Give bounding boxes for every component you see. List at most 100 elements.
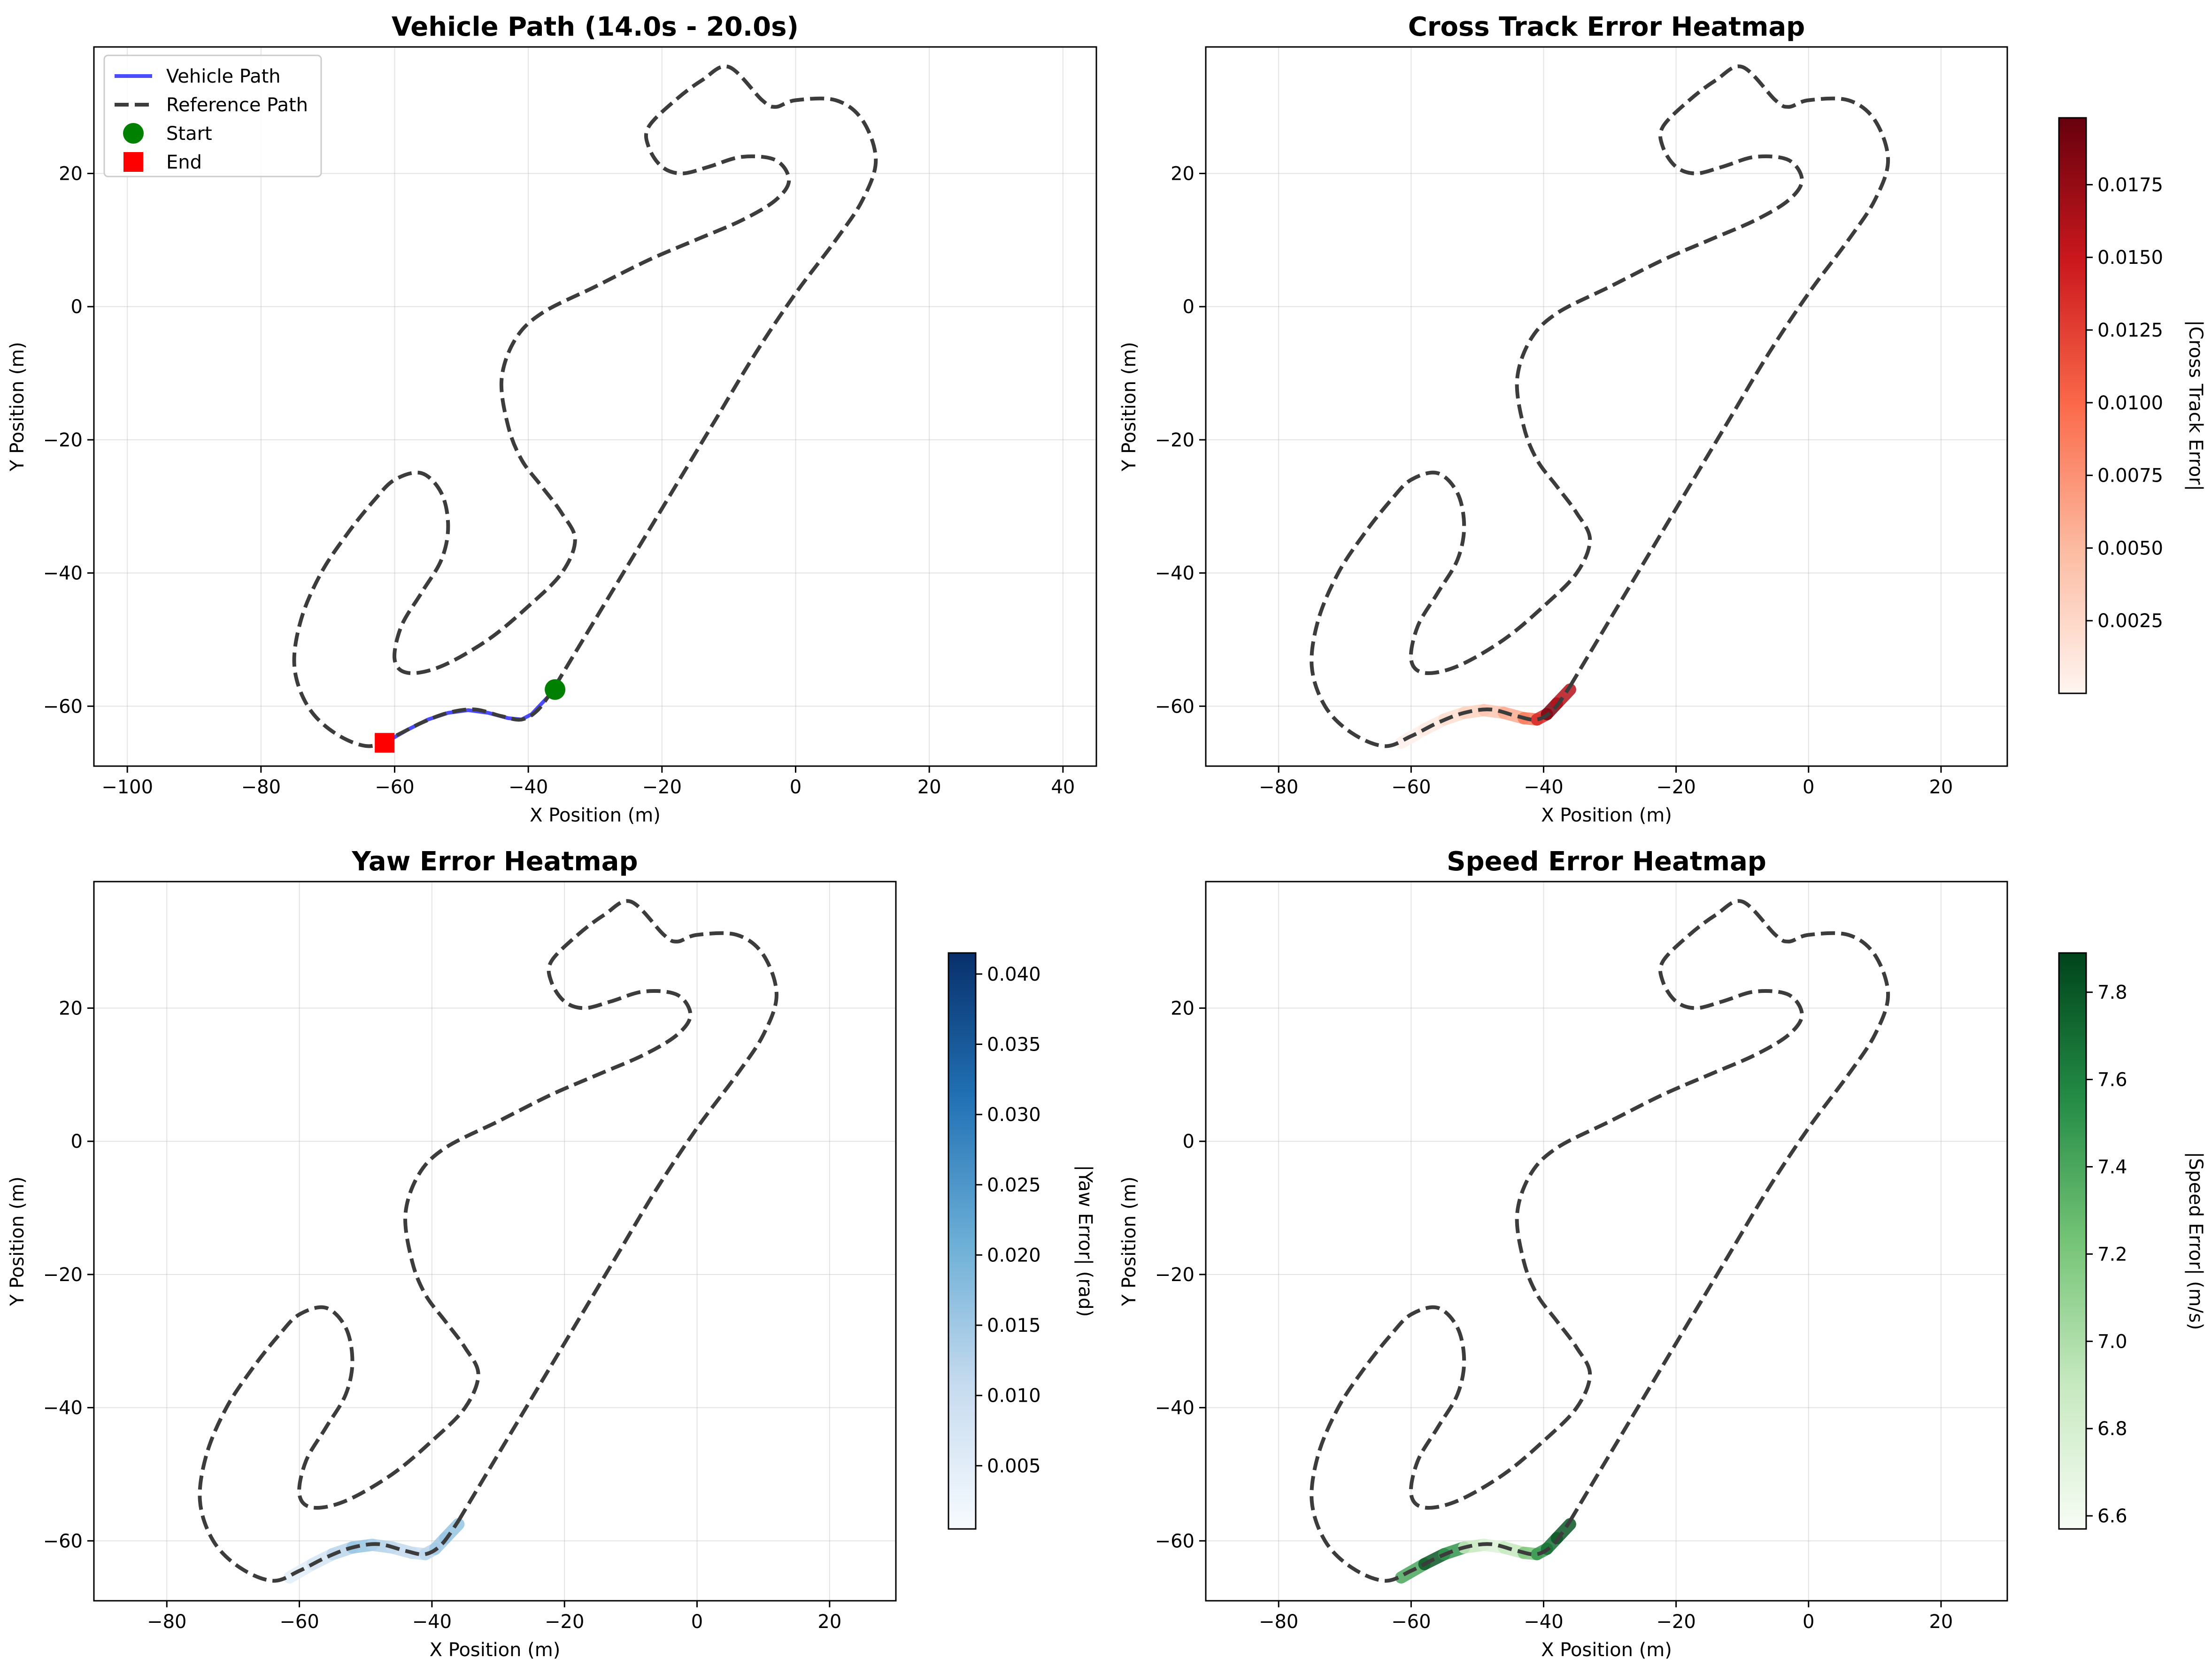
y-axis-label: Y Position (m) [7, 342, 28, 472]
legend-swatch-start [123, 123, 144, 144]
x-axis-label: X Position (m) [1541, 805, 1672, 826]
y-tick-label: 20 [59, 998, 83, 1020]
x-tick-label: −40 [412, 1611, 452, 1633]
vehicle-path-frame [93, 46, 1097, 767]
x-tick-label: 40 [1051, 776, 1075, 798]
y-tick-label: 20 [1171, 163, 1195, 185]
cross-track-error-plot-area [1206, 47, 2007, 766]
legend-label: Reference Path [166, 94, 308, 116]
x-tick-label: −80 [1259, 1611, 1298, 1633]
colorbar-tick-label: 0.0050 [2097, 538, 2163, 559]
colorbar-tick-label: 7.2 [2097, 1244, 2127, 1265]
vehicle-path-panel: −100 −80 −60 −40 −20 0 20 40 −60 −40 −20 0 20 X Posit… [7, 12, 1097, 826]
speed-error-colorbar: 6.6 6.8 7.0 7.2 7.4 7.6 7.8 |Speed Error| (m/s) [2058, 952, 2206, 1530]
x-tick-label: 0 [1803, 776, 1814, 798]
x-tick-label: −60 [279, 1611, 319, 1633]
vehicle-path-data-layer [292, 64, 878, 753]
colorbar-tick-label: 7.4 [2097, 1156, 2127, 1178]
y-tick-label: −20 [43, 430, 83, 451]
colorbar-tick-label: 6.6 [2097, 1505, 2127, 1527]
x-tick-label: 20 [917, 776, 941, 798]
x-tick-label: −60 [1391, 1611, 1431, 1633]
y-tick-label: 0 [1183, 1131, 1195, 1152]
x-tick-label: 20 [1929, 1611, 1953, 1633]
colorbar-tick-label: 0.005 [987, 1455, 1041, 1477]
colorbar-tick-label: 0.015 [987, 1315, 1041, 1336]
y-tick-label: −60 [1155, 696, 1195, 717]
x-axis-label: X Position (m) [430, 1639, 561, 1661]
y-tick-label: −40 [1155, 563, 1195, 584]
colorbar-tick-label: 0.0175 [2097, 174, 2163, 196]
colorbar-tick-label: 0.025 [987, 1175, 1041, 1196]
x-tick-label: 0 [691, 1611, 703, 1633]
yaw-error-data-layer [198, 899, 778, 1584]
speed-error-plot-area [1206, 882, 2007, 1601]
panel-title: Cross Track Error Heatmap [1408, 12, 1805, 42]
x-tick-label: −20 [1656, 1611, 1696, 1633]
colorbar-tick-label: 6.8 [2097, 1418, 2127, 1440]
x-tick-label: −80 [147, 1611, 186, 1633]
y-tick-label: −20 [43, 1264, 83, 1286]
x-tick-label: −40 [1524, 776, 1563, 798]
y-axis-label: Y Position (m) [7, 1176, 28, 1306]
cross-track-error-panel: −80 −60 −40 −20 0 20 −60 −40 −20 0 20 X Position (m… [1118, 12, 2206, 826]
x-axis-label: X Position (m) [1541, 1639, 1672, 1661]
x-tick-label: 20 [1929, 776, 1953, 798]
x-tick-label: −20 [1656, 776, 1696, 798]
x-tick-label: −20 [642, 776, 682, 798]
colorbar-tick-label: 0.0100 [2097, 392, 2163, 414]
reference-path-line [198, 899, 778, 1583]
speed-error-data-layer [1310, 899, 1890, 1584]
y-tick-label: −40 [43, 563, 83, 584]
legend-swatch-end [123, 152, 143, 172]
colorbar-tick-label: 7.8 [2097, 982, 2127, 1004]
reference-path-line [1310, 64, 1890, 748]
y-tick-label: 0 [71, 1131, 83, 1152]
x-tick-label: −60 [1391, 776, 1431, 798]
colorbar-gradient [2058, 952, 2087, 1530]
start-marker [545, 679, 566, 700]
panel-title: Vehicle Path (14.0s - 20.0s) [392, 12, 799, 42]
speed-error-panel: −80 −60 −40 −20 0 20 −60 −40 −20 0 20 X Position (m… [1118, 846, 2206, 1661]
y-tick-label: −60 [43, 696, 83, 717]
y-tick-label: −60 [43, 1530, 83, 1552]
x-tick-label: 0 [790, 776, 802, 798]
x-tick-label: −60 [375, 776, 414, 798]
y-tick-label: 0 [1183, 296, 1195, 318]
y-tick-label: −60 [1155, 1530, 1195, 1552]
colorbar-tick-label: 7.0 [2097, 1331, 2127, 1352]
panel-title: Yaw Error Heatmap [351, 846, 638, 877]
yaw-error-panel: −80 −60 −40 −20 0 20 −60 −40 −20 0 20 X Position (m… [7, 846, 1096, 1661]
x-axis-label: X Position (m) [530, 805, 661, 826]
colorbar-tick-label: 0.020 [987, 1244, 1041, 1266]
panel-title: Speed Error Heatmap [1447, 846, 1766, 877]
cross-track-error-colorbar: 0.0025 0.0050 0.0075 0.0100 0.0125 0.0150 0.01… [2058, 117, 2206, 694]
y-tick-label: −40 [43, 1398, 83, 1419]
x-tick-label: −40 [509, 776, 548, 798]
colorbar-tick-label: 0.0025 [2097, 610, 2163, 632]
yaw-error-frame [93, 881, 897, 1602]
colorbar-tick-label: 7.6 [2097, 1069, 2127, 1091]
cross-track-error-frame [1205, 46, 2008, 767]
y-axis-label: Y Position (m) [1118, 1176, 1140, 1306]
x-tick-label: −40 [1524, 1611, 1563, 1633]
y-tick-label: −20 [1155, 1264, 1195, 1286]
yaw-error-colorbar: 0.005 0.010 0.015 0.020 0.025 0.030 0.035 0.040… [948, 952, 1096, 1530]
colorbar-tick-label: 0.040 [987, 964, 1041, 985]
end-marker [375, 733, 395, 753]
colorbar-tick-label: 0.010 [987, 1385, 1041, 1407]
y-tick-label: 0 [71, 296, 83, 318]
colorbar-tick-label: 0.030 [987, 1104, 1041, 1126]
y-tick-label: 20 [1171, 998, 1195, 1020]
x-tick-label: −80 [1259, 776, 1298, 798]
legend-box [103, 54, 322, 177]
x-tick-label: −80 [241, 776, 281, 798]
legend-label: Vehicle Path [166, 66, 281, 87]
cross-track-error-data-layer [1310, 64, 1890, 749]
y-tick-label: −40 [1155, 1398, 1195, 1419]
colorbar-label: |Speed Error| (m/s) [2185, 1152, 2206, 1330]
x-tick-label: 20 [817, 1611, 841, 1633]
y-tick-label: 20 [59, 163, 83, 185]
legend-label: Start [166, 123, 212, 145]
